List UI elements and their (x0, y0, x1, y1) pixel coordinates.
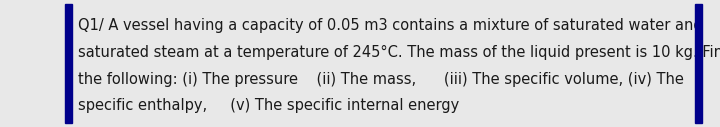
Text: the following: (i) The pressure    (ii) The mass,      (iii) The specific volume: the following: (i) The pressure (ii) The… (78, 72, 684, 86)
Text: Q1/ A vessel having a capacity of 0.05 m3 contains a mixture of saturated water : Q1/ A vessel having a capacity of 0.05 m… (78, 18, 703, 33)
Text: specific enthalpy,     (v) The specific internal energy: specific enthalpy, (v) The specific inte… (78, 98, 459, 113)
Text: saturated steam at a temperature of 245°C. The mass of the liquid present is 10 : saturated steam at a temperature of 245°… (78, 45, 720, 60)
